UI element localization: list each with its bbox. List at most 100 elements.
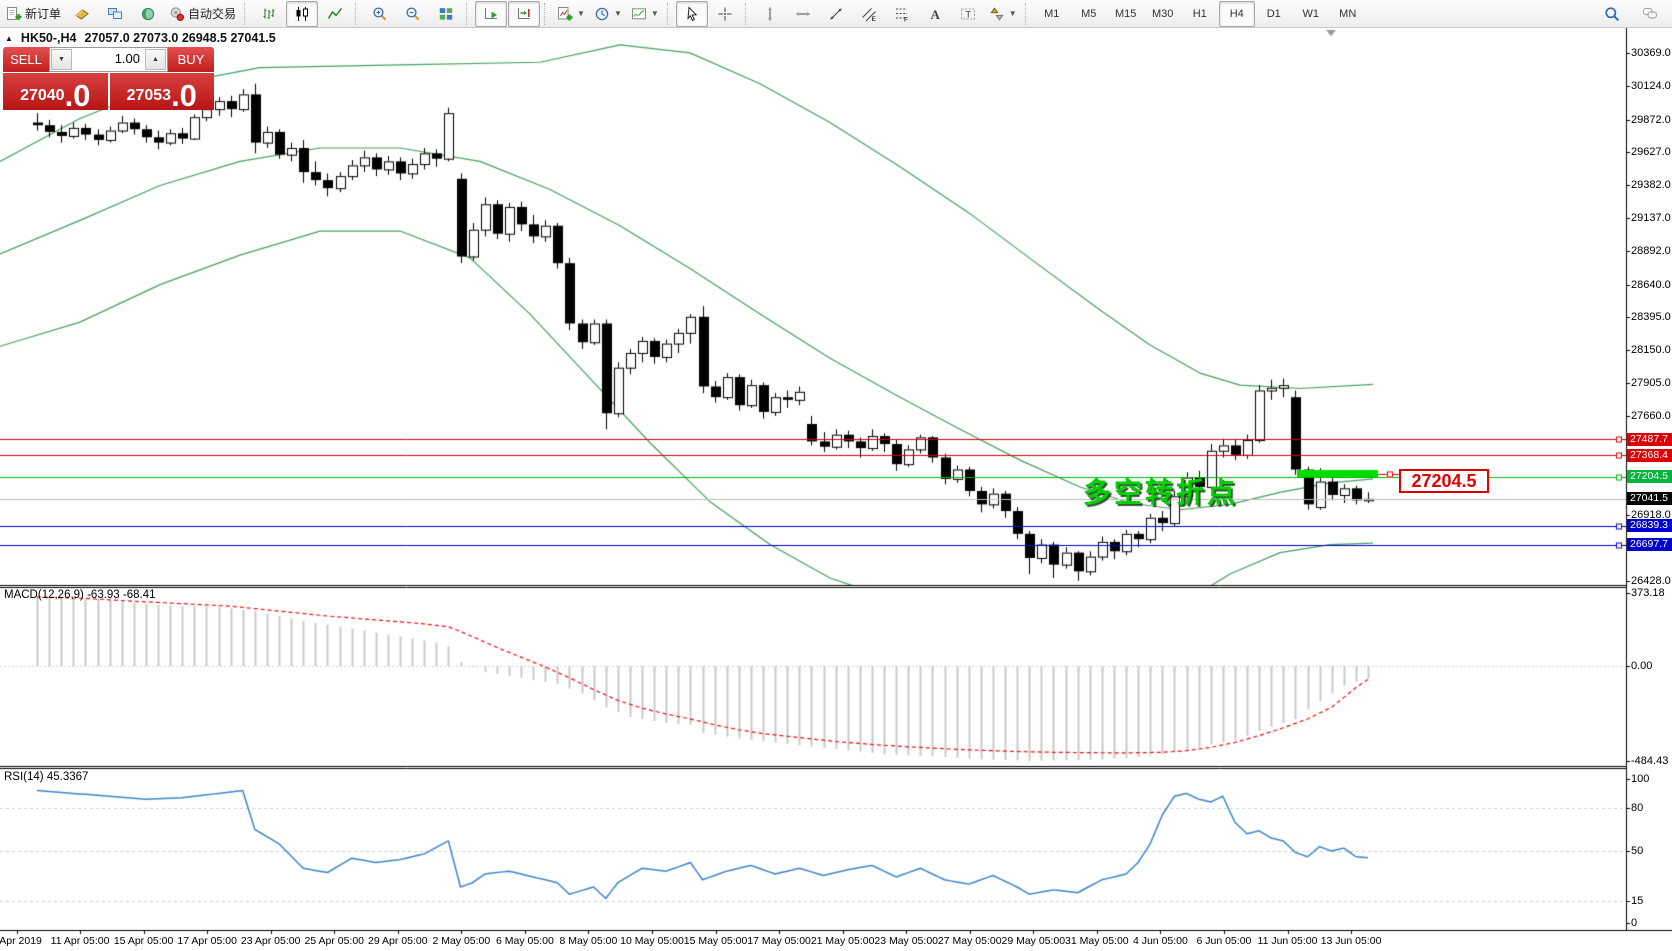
tf-h4-button[interactable]: H4 — [1218, 0, 1255, 27]
channel-icon: E — [861, 6, 877, 22]
new-order-button[interactable]: 新订单 — [2, 1, 65, 27]
volume-input[interactable]: 1.00 — [114, 51, 140, 66]
buy-price-tile[interactable]: 27053.0 — [109, 73, 214, 111]
candle-mode-button[interactable] — [286, 0, 319, 27]
template-icon — [631, 6, 647, 22]
rsi-value: 45.3367 — [46, 771, 89, 783]
rsi-indicator-label: RSI(14) 45.3367 — [4, 771, 88, 783]
toolbar-separator — [666, 2, 672, 25]
vertical-line-button[interactable] — [754, 1, 786, 27]
price-axis-tick: 29627.0 — [1631, 146, 1671, 159]
price-line-tag: 27487.7 — [1627, 432, 1672, 446]
fibonacci-button[interactable]: F — [886, 1, 918, 27]
time-axis-label: 8 May 05:00 — [559, 935, 618, 947]
chart-shift-button[interactable] — [508, 0, 541, 27]
templates-button[interactable]: ▼ — [627, 1, 663, 27]
zoom-in-button[interactable] — [364, 1, 396, 27]
price-line-tag: 26839.3 — [1627, 519, 1672, 533]
text-label-button[interactable]: T — [952, 1, 984, 27]
time-axis-label: 23 May 05:00 — [874, 935, 939, 947]
price-axis-tick: 28150.0 — [1631, 344, 1671, 357]
tf-mn-label: MN — [1339, 7, 1357, 20]
profiles-button[interactable] — [99, 1, 131, 27]
tf-m30-button[interactable]: M30 — [1145, 1, 1181, 27]
tf-w1-button[interactable]: W1 — [1293, 1, 1329, 27]
price-line-tag: 26697.7 — [1627, 538, 1672, 552]
trend-line-button[interactable] — [820, 1, 852, 27]
tile-windows-button[interactable] — [430, 1, 462, 27]
line-chart-mode-button[interactable] — [319, 1, 351, 27]
macd-axis-tick: 0.00 — [1631, 660, 1653, 672]
rsi-axis-tick: 50 — [1631, 845, 1644, 857]
tline-icon — [828, 6, 844, 22]
time-axis-label: 6 May 05:00 — [495, 935, 554, 947]
indicator-icon — [557, 6, 573, 22]
crosshair-button[interactable] — [709, 1, 741, 27]
time-axis-label: 11 Jun 05:00 — [1257, 935, 1318, 947]
time-axis-label: 21 May 05:00 — [810, 935, 875, 947]
price-axis-tick: 30369.0 — [1631, 47, 1671, 59]
chevron-down-icon: ▼ — [1008, 9, 1017, 18]
bars-icon — [261, 6, 277, 22]
time-axis-label: 25 Apr 05:00 — [304, 935, 365, 947]
tf-m5-button[interactable]: M5 — [1071, 1, 1107, 27]
rsi-axis-tick: 0 — [1631, 917, 1638, 929]
macd-axis-tick: 373.18 — [1631, 586, 1665, 599]
textT-icon: T — [960, 6, 976, 22]
time-axis-label: 29 May 05:00 — [1001, 935, 1066, 947]
time-axis-label: 29 Apr 05:00 — [368, 935, 428, 947]
styler-button[interactable] — [66, 1, 98, 27]
volume-stepper: ▼ 1.00 ▲ — [49, 47, 168, 72]
collapse-arrow-icon[interactable]: ▲ — [5, 33, 13, 43]
tf-d1-button[interactable]: D1 — [1256, 1, 1292, 27]
navigator-button[interactable] — [132, 1, 164, 27]
volume-decrease-button[interactable]: ▼ — [51, 49, 72, 70]
price-line-tag: 27204.5 — [1627, 470, 1672, 484]
auto-trading-label: 自动交易 — [188, 7, 237, 21]
price-axis-tick: 28892.0 — [1631, 244, 1671, 257]
equidistant-channel-button[interactable]: E — [853, 1, 885, 27]
new-order-label: 新订单 — [25, 7, 62, 21]
sell-price-tile[interactable]: 27040.0 — [3, 73, 108, 113]
price-axis-tick: 26918.0 — [1631, 509, 1671, 522]
tf-d1-label: D1 — [1266, 7, 1281, 20]
buy-button[interactable]: BUY — [168, 47, 214, 72]
bar-chart-mode-button[interactable] — [253, 1, 285, 27]
buy-price-base: 27053 — [126, 87, 172, 104]
trendline-price-callout[interactable]: 27204.5 — [1399, 469, 1489, 493]
zoom-out-button[interactable] — [397, 1, 429, 27]
time-axis-label: 23 Apr 05:00 — [240, 935, 301, 947]
time-axis-label: 10 May 05:00 — [620, 935, 684, 947]
tf-m1-button[interactable]: M1 — [1034, 1, 1070, 27]
arrows-button[interactable]: ▼ — [985, 1, 1021, 27]
sell-button[interactable]: SELL — [3, 47, 49, 72]
price-axis-tick: 28395.0 — [1631, 311, 1671, 324]
auto-scroll-button[interactable] — [475, 0, 508, 27]
text-button[interactable]: A — [919, 1, 951, 27]
tf-m15-button[interactable]: M15 — [1108, 1, 1144, 27]
sell-price-big: .0 — [64, 77, 91, 113]
cursor-button[interactable] — [675, 0, 708, 27]
chart-ohlc-values: 27057.0 27073.0 26948.5 27041.5 — [84, 31, 276, 45]
svg-text:T: T — [965, 9, 971, 19]
horizontal-line-button[interactable] — [787, 1, 819, 27]
chat-button[interactable] — [1634, 1, 1666, 27]
price-axis-tick: 30124.0 — [1631, 79, 1671, 92]
main-toolbar: 新订单 自动交易 ▼ ▼ ▼ E F A T ▼ M1 M5 M15 M30 H1 H4 D1 W1 MN — [0, 0, 1672, 28]
time-axis-label: 27 May 05:00 — [937, 935, 1002, 947]
shiftend-icon — [516, 6, 532, 22]
tf-mn-button[interactable]: MN — [1330, 1, 1366, 27]
volume-increase-button[interactable]: ▲ — [145, 49, 166, 70]
toolbar-separator — [355, 2, 360, 25]
chart-annotation-text[interactable]: 多空转折点 — [1083, 477, 1239, 508]
rsi-name: RSI(14) — [4, 771, 44, 783]
auto-trading-button[interactable]: 自动交易 — [165, 1, 240, 27]
indicators-button[interactable]: ▼ — [553, 1, 589, 27]
search-button[interactable] — [1596, 1, 1628, 27]
periods-button[interactable]: ▼ — [590, 1, 626, 27]
rsi-axis-tick: 15 — [1631, 895, 1644, 908]
tf-h1-button[interactable]: H1 — [1182, 1, 1218, 27]
arrows-icon — [989, 6, 1005, 22]
chart-symbol-timeframe: HK50-,H4 — [20, 31, 77, 45]
